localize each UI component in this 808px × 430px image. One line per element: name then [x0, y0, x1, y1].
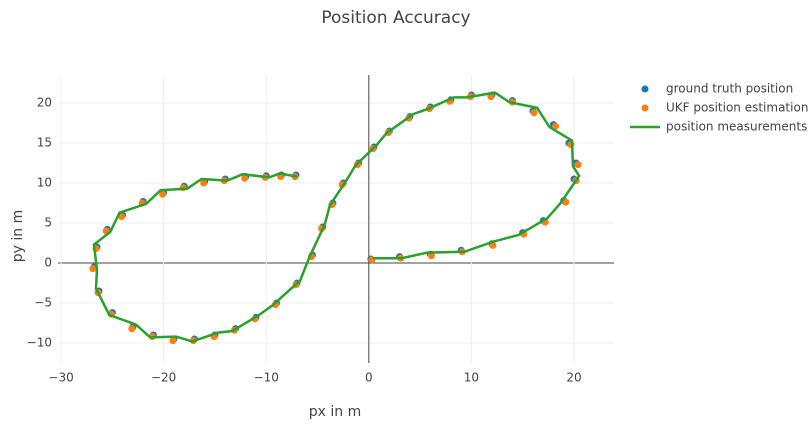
point [530, 109, 538, 117]
legend-label: position measurements [666, 120, 807, 134]
chart-title: Position Accuracy [321, 8, 470, 28]
y-axis-label: py in m [10, 210, 26, 262]
point [159, 190, 167, 198]
point [427, 252, 435, 260]
legend-label: ground truth position [666, 82, 793, 96]
point [128, 325, 136, 333]
measurement-line [92, 91, 581, 343]
x-tick-label: 0 [365, 371, 373, 385]
x-tick-label: −30 [48, 371, 73, 385]
y-tick-label: −5 [34, 296, 52, 310]
x-tick-label: 10 [464, 371, 479, 385]
y-tick-label: 15 [37, 136, 52, 150]
x-tick-label: −20 [151, 371, 176, 385]
x-tick-label: −10 [254, 371, 279, 385]
point [241, 174, 249, 182]
y-tick-label: 0 [44, 256, 52, 270]
legend-label: UKF position estimation [666, 101, 808, 115]
point [562, 198, 570, 206]
point [169, 337, 177, 345]
x-tick-label: 20 [566, 371, 581, 385]
point [89, 265, 97, 273]
legend-swatch [641, 104, 649, 112]
point [574, 161, 582, 169]
y-tick-label: 20 [37, 96, 52, 110]
y-tick-label: 5 [44, 216, 52, 230]
legend-swatch [641, 85, 649, 93]
y-tick-label: 10 [37, 176, 52, 190]
point [552, 122, 560, 130]
point [200, 179, 208, 187]
x-axis-label: px in m [309, 404, 361, 420]
y-tick-label: −10 [27, 336, 52, 350]
